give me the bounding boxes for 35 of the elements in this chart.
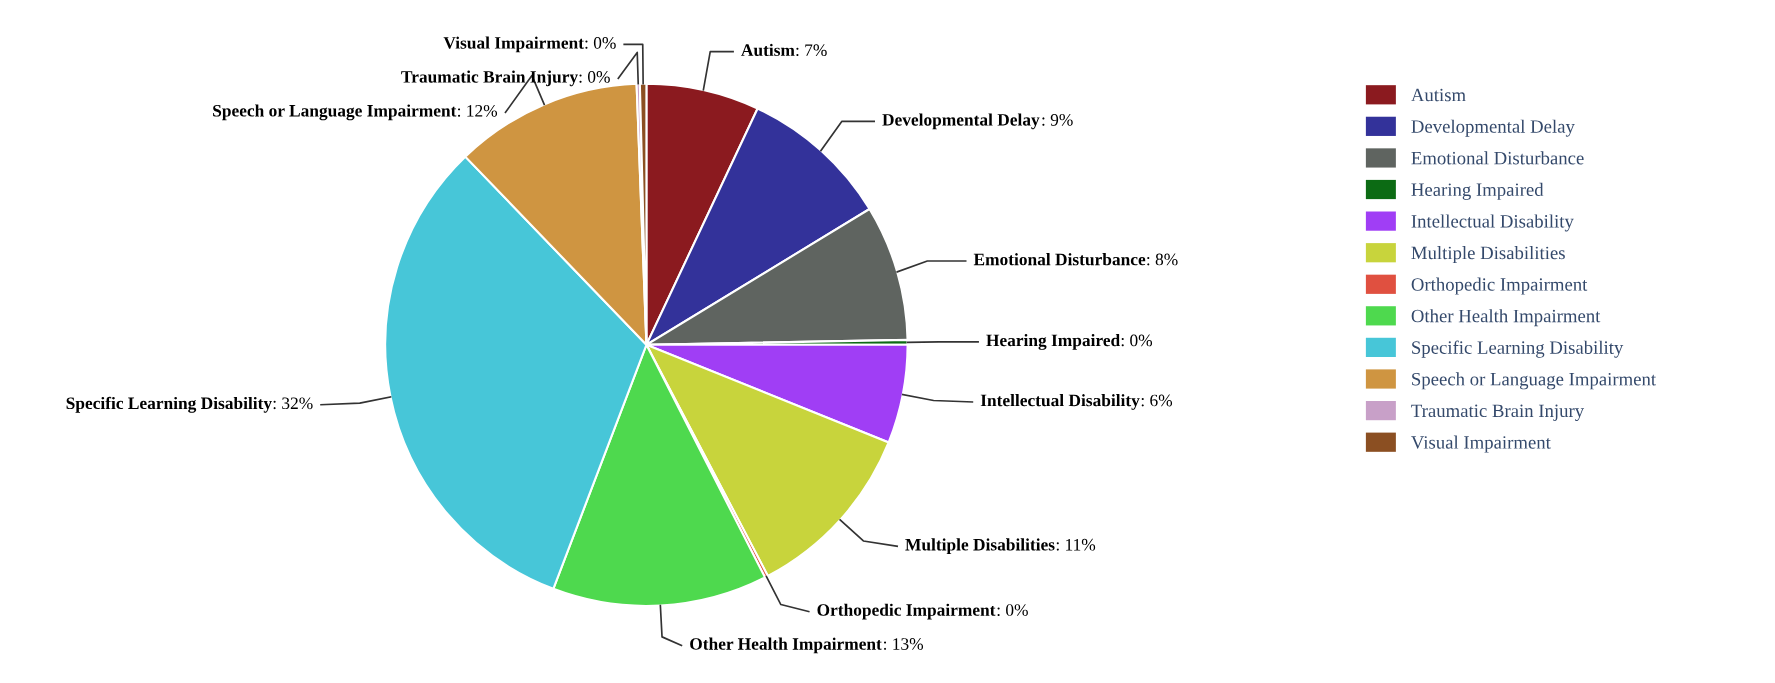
legend-label: Specific Learning Disability [1412,340,1624,358]
legend-label: Other Health Impairment [1411,309,1601,327]
slice-label: Intellectual Disability [980,394,1140,410]
legend-label: Hearing Impaired [1411,182,1544,200]
slice-label: Multiple Disabilities [905,538,1055,555]
legend-label: Visual Impairment [1411,435,1551,453]
slice-label: Hearing Impaired [986,333,1120,350]
data-label: : 13% [884,638,924,650]
slice-label: Specific Learning Disability [66,396,272,413]
data-label: : 8% [1147,253,1178,266]
slice-label: Visual Impairment [443,36,584,53]
data-label: : 11% [1056,538,1096,551]
legend-label: Speech or Language Impairment [1412,372,1656,390]
slice-label: Other Health Impairment [690,637,882,654]
legend-label: Intellectual Disability [1411,214,1574,232]
data-label: : 0% [1121,334,1153,347]
data-label: : 32% [273,397,313,410]
slice-label: Developmental Delay [882,113,1040,130]
legend-label: Orthopedic Impairment [1411,277,1588,295]
data-label: : 9% [1042,113,1073,126]
legend-label: Traumatic Brain Injury [1411,404,1585,421]
legend-label: Autism [1411,88,1466,102]
data-label: : 0% [997,604,1028,616]
slice-label: Speech or Language Impairment [213,104,457,121]
slice-label: Orthopedic Impairment [817,603,996,620]
data-label: : 0% [579,71,610,83]
legend-label: Multiple Disabilities [1411,246,1565,264]
slice-label: Emotional Disturbance [973,253,1146,266]
legend-label: Developmental Delay [1411,119,1575,137]
data-label: : 0% [585,37,616,49]
data-label: : 12% [458,104,498,117]
data-label: : 7% [796,44,827,57]
slice-label: Autism [741,43,795,57]
data-label: : 6% [1141,394,1173,407]
legend-label: Emotional Disturbance [1411,151,1584,165]
